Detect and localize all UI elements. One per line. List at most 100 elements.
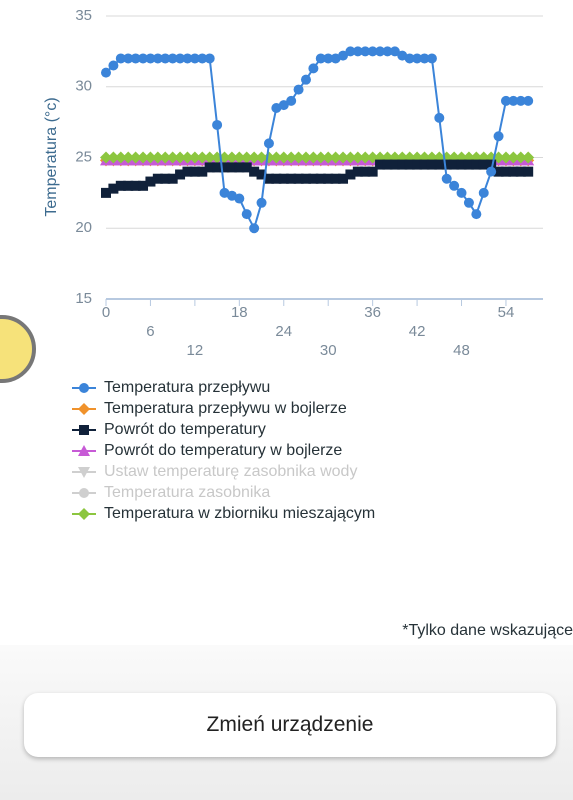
data-point [500, 95, 511, 106]
data-point [308, 63, 319, 74]
data-point [263, 138, 274, 149]
legend-label: Temperatura w zbiorniku mieszającym [104, 505, 375, 522]
data-point [389, 159, 400, 170]
data-point [137, 151, 150, 164]
data-point [351, 151, 364, 164]
data-point [151, 151, 164, 164]
data-point [486, 166, 497, 177]
data-point [338, 50, 349, 61]
legend-marker [79, 425, 89, 435]
legend-label: Powrót do temperatury w bojlerze [104, 442, 342, 459]
data-point [367, 166, 378, 177]
data-point [382, 159, 393, 170]
data-point [375, 159, 386, 170]
legend-label: Powrót do temperatury [104, 421, 266, 438]
data-point [123, 180, 134, 191]
legend-marker [79, 383, 89, 393]
legend-label: Temperatura przepływu w bojlerze [104, 400, 347, 417]
x-tick-label: 30 [320, 342, 337, 359]
data-point [196, 151, 209, 164]
data-point [152, 173, 163, 184]
legend-marker [79, 488, 89, 498]
data-point [130, 53, 141, 64]
x-tick-label: 54 [498, 304, 515, 321]
data-point [323, 53, 334, 64]
legend-marker [78, 467, 90, 478]
legend-label: Temperatura przepływu [104, 379, 270, 396]
y-tick-label: 35 [75, 7, 92, 24]
data-point [145, 176, 156, 187]
note: *Tylko dane wskazujące [402, 622, 573, 639]
data-point [514, 151, 527, 164]
data-point [182, 166, 193, 177]
data-point [300, 173, 311, 184]
data-point [203, 151, 216, 164]
data-point [441, 173, 452, 184]
data-point [315, 173, 326, 184]
data-point [471, 209, 482, 220]
data-point [175, 169, 186, 180]
change-device-button[interactable]: Zmień urządzenie [24, 693, 556, 757]
data-point [307, 151, 320, 164]
data-point [486, 159, 497, 170]
x-tick-label: 48 [453, 342, 470, 359]
data-point [463, 197, 474, 208]
data-point [181, 151, 194, 164]
data-point [278, 100, 289, 111]
data-point [167, 53, 178, 64]
y-tick-label: 25 [75, 148, 92, 165]
data-point [315, 53, 326, 64]
data-point [271, 173, 282, 184]
data-point [174, 151, 187, 164]
x-tick-label: 6 [146, 323, 154, 340]
data-point [159, 151, 172, 164]
data-point [188, 151, 201, 164]
legend-marker [78, 403, 90, 415]
x-tick-label: 24 [275, 323, 292, 340]
data-point [277, 151, 290, 164]
data-point [167, 173, 178, 184]
data-point [426, 53, 437, 64]
data-point [493, 131, 504, 142]
data-point [515, 95, 526, 106]
data-point [449, 180, 460, 191]
data-point [197, 166, 208, 177]
data-point [160, 53, 171, 64]
data-point [197, 53, 208, 64]
data-point [129, 151, 142, 164]
data-point [241, 209, 252, 220]
data-point [115, 180, 126, 191]
side-icon[interactable] [0, 315, 36, 383]
x-tick-label: 18 [231, 304, 248, 321]
data-point [389, 46, 400, 57]
data-point [308, 173, 319, 184]
data-point [508, 95, 519, 106]
data-point [352, 166, 363, 177]
data-point [382, 46, 393, 57]
data-point [367, 46, 378, 57]
x-tick-label: 42 [409, 323, 426, 340]
data-point [352, 46, 363, 57]
data-point [160, 173, 171, 184]
data-point [478, 187, 489, 198]
data-point [225, 151, 238, 164]
data-point [286, 95, 297, 106]
data-point [523, 166, 534, 177]
data-point [293, 84, 304, 95]
data-point [255, 151, 268, 164]
data-point [299, 151, 312, 164]
data-point [123, 53, 134, 64]
data-point [434, 112, 445, 123]
y-tick-label: 15 [75, 290, 92, 307]
data-point [456, 159, 467, 170]
data-point [219, 162, 230, 173]
data-point [300, 74, 311, 85]
data-point [456, 187, 467, 198]
x-tick-label: 0 [102, 304, 110, 321]
data-point [463, 159, 474, 170]
data-point [144, 151, 157, 164]
data-point [233, 151, 246, 164]
data-point [345, 46, 356, 57]
data-point [130, 180, 141, 191]
